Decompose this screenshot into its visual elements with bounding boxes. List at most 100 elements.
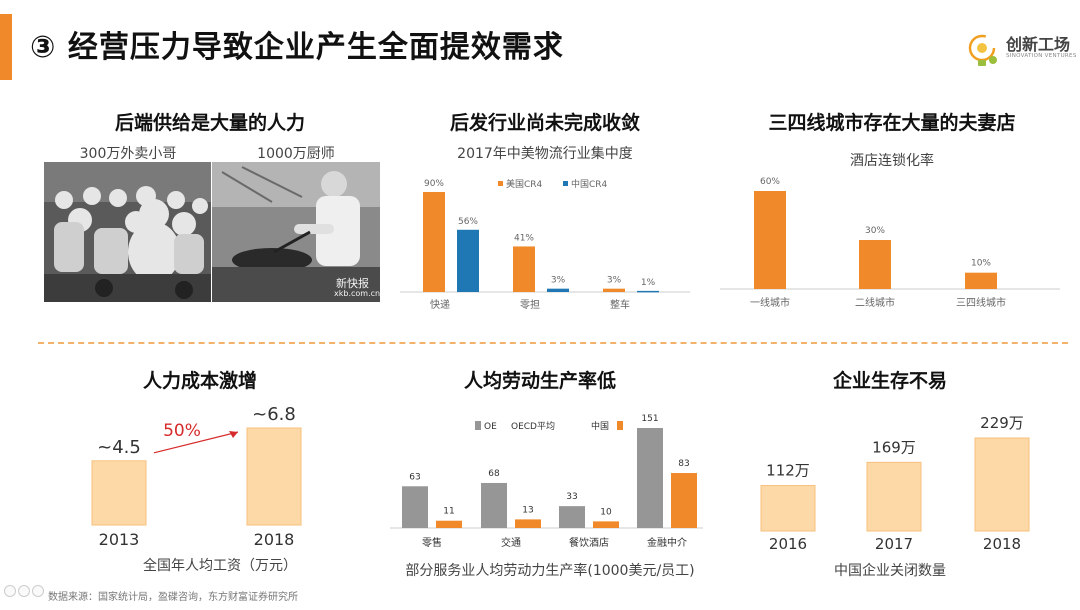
bar-oecd-0	[402, 486, 428, 528]
panel5-caption: 部分服务业人均劳动力生产率(1000美元/员工)	[405, 563, 695, 579]
logistics-concentration-chart: 美国CR4 中国CR4 90% 56% 快递 41% 3% 零担 3% 1% 整车	[400, 178, 690, 311]
bar-china-2	[593, 521, 619, 528]
labor-productivity-chart: OE OECD平均 中国 63 11 零售 68 13 交通 33 10 餐饮酒店 151 83 金融…	[390, 414, 703, 549]
chart4-legend: OE OECD平均 中国	[475, 420, 623, 432]
bar-us-2	[603, 288, 625, 292]
section-divider	[38, 342, 1068, 344]
bar-label-oecd-3: 151	[641, 414, 658, 424]
bar-label-oecd-1: 68	[488, 469, 500, 479]
panel1-left-caption: 300万外卖小哥	[79, 146, 177, 162]
bar-label-closures-0: 112万	[766, 462, 810, 480]
nav-menu-icon[interactable]	[18, 585, 30, 597]
panel1-right-caption: 1000万厨师	[257, 146, 335, 162]
legend-swatch-us	[498, 181, 503, 186]
bar-label-oecd-0: 63	[409, 472, 420, 482]
company-logo: 创新工场 SINOVATION VENTURES	[962, 28, 1076, 72]
growth-annotation: 50%	[163, 421, 201, 441]
bar-label-closures-2: 229万	[980, 414, 1024, 432]
panel2-subtitle: 2017年中美物流行业集中度	[457, 146, 633, 162]
category-label-closures-2: 2018	[983, 535, 1021, 553]
panel4-caption: 全国年人均工资（万元）	[143, 558, 297, 574]
bar-cn-1	[547, 288, 569, 292]
bar-label-hotel-0: 60%	[760, 177, 780, 187]
bar-label-cn-0: 56%	[458, 217, 478, 227]
bar-label-wage-1: ~6.8	[252, 404, 296, 425]
category-label-1: 零担	[520, 299, 540, 311]
bar-label-wage-0: ~4.5	[97, 437, 141, 458]
bar-cn-2	[637, 290, 659, 293]
photo-watermark: 新快报	[336, 277, 369, 290]
wage-growth-chart: ~4.5 2013 ~6.8 2018 50%	[91, 404, 302, 549]
bar-label-hotel-2: 10%	[971, 259, 991, 269]
bar-us-0	[423, 192, 445, 292]
panel6-title: 企业生存不易	[832, 370, 947, 392]
hotel-chain-rate-chart: 60% 一线城市 30% 二线城市 10% 三四线城市	[720, 177, 1060, 309]
bar-wage-0	[91, 460, 147, 526]
bar-label-china-2: 10	[600, 507, 612, 517]
category-label-0: 快递	[430, 298, 450, 311]
bar-wage-1	[246, 427, 302, 526]
photo-watermark-url: xkb.com.cn	[334, 289, 380, 298]
category-label-prod-3: 金融中介	[647, 536, 687, 549]
legend-label-cn: 中国CR4	[571, 178, 608, 190]
bar-label-cn-1: 3%	[551, 276, 566, 286]
legend-swatch-china	[617, 421, 623, 430]
nav-next-icon[interactable]	[32, 585, 44, 597]
bar-label-us-2: 3%	[607, 276, 622, 286]
bar-label-cn-2: 1%	[641, 278, 656, 288]
chef-cooking-photo: 新快报 xkb.com.cn	[212, 162, 380, 302]
slide-title: ③ 经营压力导致企业产生全面提效需求	[30, 30, 564, 65]
legend-label-china: 中国	[591, 420, 609, 432]
bar-china-3	[671, 473, 697, 528]
bar-china-1	[515, 519, 541, 528]
bar-label-china-1: 13	[522, 505, 533, 515]
accent-bar	[0, 14, 12, 80]
growth-arrowhead	[229, 431, 238, 438]
panel3-title: 三四线城市存在大量的夫妻店	[768, 112, 1016, 134]
bar-label-hotel-1: 30%	[865, 226, 885, 236]
bar-label-closures-1: 169万	[872, 438, 916, 456]
category-label-hotel-2: 三四线城市	[956, 296, 1006, 309]
category-label-prod-0: 零售	[422, 536, 442, 549]
panel3-subtitle: 酒店连锁化率	[850, 153, 934, 169]
bar-hotel-1	[859, 240, 891, 289]
bar-closures-2	[974, 437, 1030, 532]
logo-subtitle: SINOVATION VENTURES	[1006, 53, 1077, 59]
data-source-footer: 数据来源：国家统计局，盈碟咨询，东方财富证券研究所	[48, 592, 298, 603]
bar-label-china-0: 11	[443, 507, 454, 517]
category-label-wage-0: 2013	[99, 530, 140, 549]
chart1-legend: 美国CR4 中国CR4	[498, 178, 608, 190]
category-label-closures-1: 2017	[875, 535, 913, 553]
category-label-2: 整车	[610, 298, 630, 311]
nav-prev-icon[interactable]	[4, 585, 16, 597]
delivery-riders-photo	[44, 162, 211, 302]
legend-label-us: 美国CR4	[506, 178, 543, 190]
legend-label-oecd: OECD平均	[511, 420, 555, 432]
lightbulb-logo-icon	[968, 34, 997, 66]
legend-label-oe: OE	[484, 422, 497, 432]
category-label-closures-0: 2016	[769, 535, 807, 553]
category-label-hotel-1: 二线城市	[855, 296, 895, 309]
bar-closures-1	[866, 461, 922, 532]
bar-oecd-2	[559, 506, 585, 528]
logo-name: 创新工场	[1006, 35, 1071, 54]
enterprise-closures-chart: 112万 2016 169万 2017 229万 2018	[760, 414, 1030, 553]
bar-cn-0	[457, 229, 479, 292]
category-label-prod-2: 餐饮酒店	[569, 536, 609, 549]
category-label-prod-1: 交通	[501, 536, 521, 549]
panel6-caption: 中国企业关闭数量	[834, 563, 946, 579]
bar-oecd-1	[481, 482, 507, 528]
bar-label-china-3: 83	[678, 459, 689, 469]
panel1-title: 后端供给是大量的人力	[114, 112, 305, 134]
bar-closures-0	[760, 485, 816, 532]
bar-hotel-2	[965, 272, 997, 289]
panel2-title: 后发行业尚未完成收敛	[449, 112, 640, 134]
category-label-wage-1: 2018	[254, 530, 295, 549]
bar-label-us-1: 41%	[514, 233, 534, 243]
panel5-title: 人均劳动生产率低	[463, 370, 616, 392]
category-label-hotel-0: 一线城市	[750, 296, 790, 309]
growth-arrow	[153, 431, 239, 454]
bar-china-0	[436, 520, 462, 528]
bar-label-oecd-2: 33	[566, 492, 577, 502]
bar-us-1	[513, 246, 535, 292]
